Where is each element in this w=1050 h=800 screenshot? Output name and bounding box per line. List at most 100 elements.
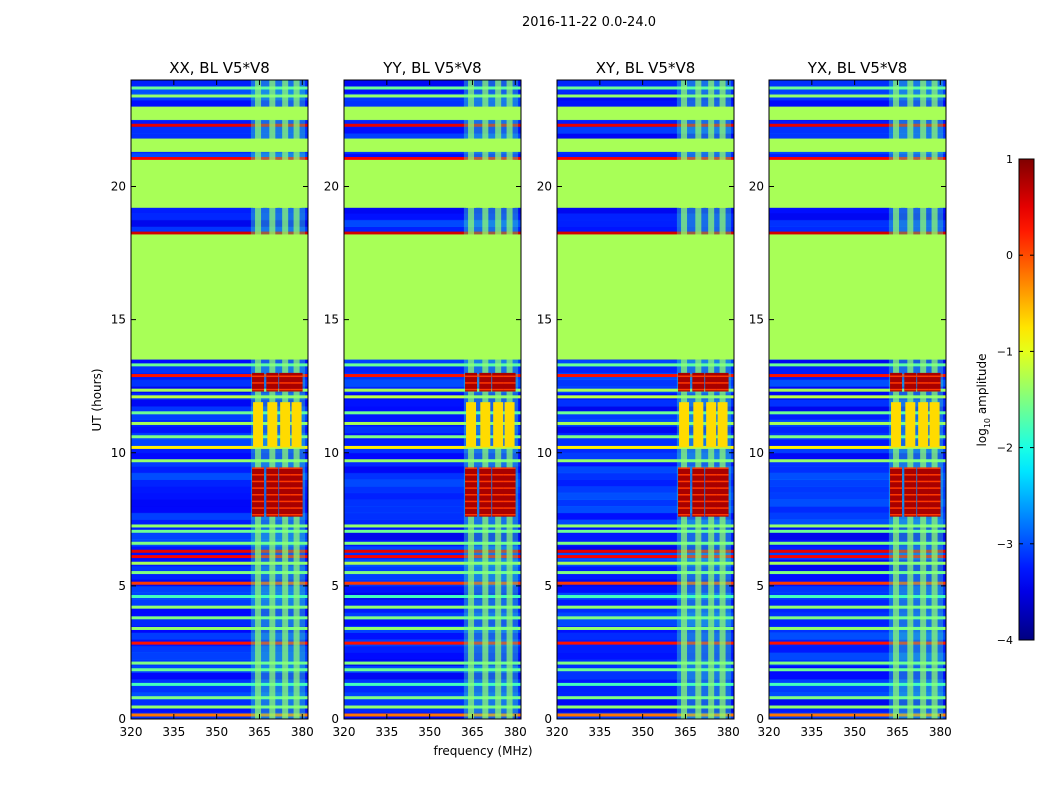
rfi-strong-line <box>465 474 478 476</box>
rfi-strong-line <box>503 507 516 509</box>
noise-row <box>769 366 946 374</box>
rfi-strong-line <box>705 375 718 378</box>
x-tick-label: 380 <box>929 725 952 739</box>
panel-frame <box>768 79 947 720</box>
stripe <box>769 363 946 367</box>
noise-row <box>344 206 521 214</box>
stripe <box>131 86 308 90</box>
flagged-region <box>131 234 308 360</box>
y-tick-label: 10 <box>749 446 764 460</box>
rfi-strong-line <box>465 507 478 509</box>
stripe <box>344 661 521 665</box>
noise-row <box>131 619 308 627</box>
noise-row <box>557 512 734 520</box>
rfi-strong-line <box>290 480 303 483</box>
rfi-strong-line <box>678 500 691 503</box>
colorbar-tick-label: −3 <box>997 538 1013 551</box>
rfi-strong-line <box>252 375 265 378</box>
rfi-strong-line <box>290 494 303 496</box>
noise-row <box>344 605 521 613</box>
noise-row <box>344 459 521 467</box>
noise-row <box>131 632 308 640</box>
stripe <box>344 231 521 235</box>
flagged-region <box>131 159 308 208</box>
rfi-strong-line <box>479 487 492 489</box>
rfi-strong-line <box>890 513 903 516</box>
rfi-strong-line <box>890 382 903 384</box>
noise-row <box>131 525 308 534</box>
stripe <box>344 445 521 449</box>
noise-row <box>557 206 734 214</box>
stripe <box>557 524 734 528</box>
noise-row <box>131 459 308 467</box>
noise-row <box>344 379 521 387</box>
stripe <box>557 529 734 533</box>
rfi-strong-line <box>928 375 941 378</box>
flagged-region <box>769 138 946 152</box>
rfi-strong-line <box>290 467 303 469</box>
rfi-moderate <box>717 402 728 448</box>
x-tick-label: 380 <box>504 725 527 739</box>
noise-row <box>344 226 521 234</box>
stripe <box>344 696 521 700</box>
rfi-strong-line <box>904 375 917 378</box>
rfi-strong-line <box>904 467 917 469</box>
rfi-strong-line <box>678 467 691 469</box>
rfi-strong-line <box>917 513 930 516</box>
x-tick-label: 320 <box>546 725 569 739</box>
rfi-strong-line <box>279 474 292 476</box>
x-tick-label: 335 <box>375 725 398 739</box>
rfi-strong-line <box>716 375 729 378</box>
rfi-moderate <box>253 402 264 448</box>
rfi-strong-line <box>678 513 691 516</box>
rfi-channel <box>468 80 475 719</box>
noise-row <box>131 565 308 574</box>
rfi-strong-line <box>890 388 903 391</box>
noise-row <box>557 492 734 500</box>
rfi-moderate <box>493 402 504 448</box>
stripe <box>769 661 946 665</box>
noise-row <box>131 80 308 88</box>
noise-row <box>131 499 308 507</box>
rfi-strong-line <box>503 382 516 384</box>
stripe <box>769 682 946 686</box>
noise-row <box>344 572 521 580</box>
noise-row <box>344 525 521 534</box>
noise-row <box>557 126 734 134</box>
noise-row <box>769 612 946 620</box>
rfi-strong-line <box>678 487 691 489</box>
noise-row <box>769 572 946 580</box>
rfi-strong-line <box>890 507 903 509</box>
rfi-strong <box>290 468 303 517</box>
figure-suptitle: 2016-11-22 0.0-24.0 <box>522 15 656 30</box>
flagged-region <box>131 138 308 152</box>
rfi-strong-line <box>705 388 718 391</box>
noise-row <box>557 472 734 480</box>
rfi-strong-line <box>705 382 718 384</box>
noise-row <box>769 486 946 494</box>
flagged-region <box>557 234 734 360</box>
stripe <box>344 682 521 686</box>
noise-row <box>769 519 946 527</box>
rfi-strong-line <box>716 513 729 516</box>
noise-row <box>344 699 521 707</box>
stripe <box>769 388 946 392</box>
rfi-strong-line <box>705 467 718 469</box>
noise-row <box>769 619 946 627</box>
y-tick-label: 0 <box>544 712 552 726</box>
noise-row <box>131 506 308 514</box>
noise-row <box>131 133 308 141</box>
rfi-strong-line <box>716 474 729 476</box>
rfi-strong-line <box>716 507 729 509</box>
noise-row <box>557 525 734 534</box>
stripe <box>131 549 308 553</box>
rfi-strong-line <box>465 500 478 503</box>
noise-row <box>131 545 308 554</box>
spectrogram-image <box>769 80 946 719</box>
noise-row <box>344 619 521 627</box>
noise-row <box>557 692 734 700</box>
noise-row <box>557 359 734 367</box>
noise-row <box>131 705 308 713</box>
rfi-strong-line <box>266 474 279 476</box>
noise-row <box>131 412 308 420</box>
